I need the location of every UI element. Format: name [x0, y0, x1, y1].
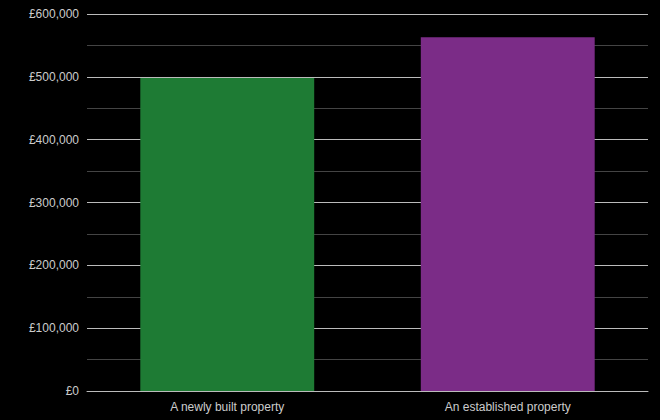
svg-text:A newly built property: A newly built property — [170, 400, 284, 414]
svg-text:£500,000: £500,000 — [29, 70, 79, 84]
svg-text:An established property: An established property — [445, 400, 571, 414]
svg-text:£100,000: £100,000 — [29, 321, 79, 335]
svg-text:£400,000: £400,000 — [29, 133, 79, 147]
svg-text:£200,000: £200,000 — [29, 258, 79, 272]
svg-text:£0: £0 — [66, 384, 80, 398]
svg-text:£300,000: £300,000 — [29, 196, 79, 210]
svg-text:£600,000: £600,000 — [29, 7, 79, 21]
